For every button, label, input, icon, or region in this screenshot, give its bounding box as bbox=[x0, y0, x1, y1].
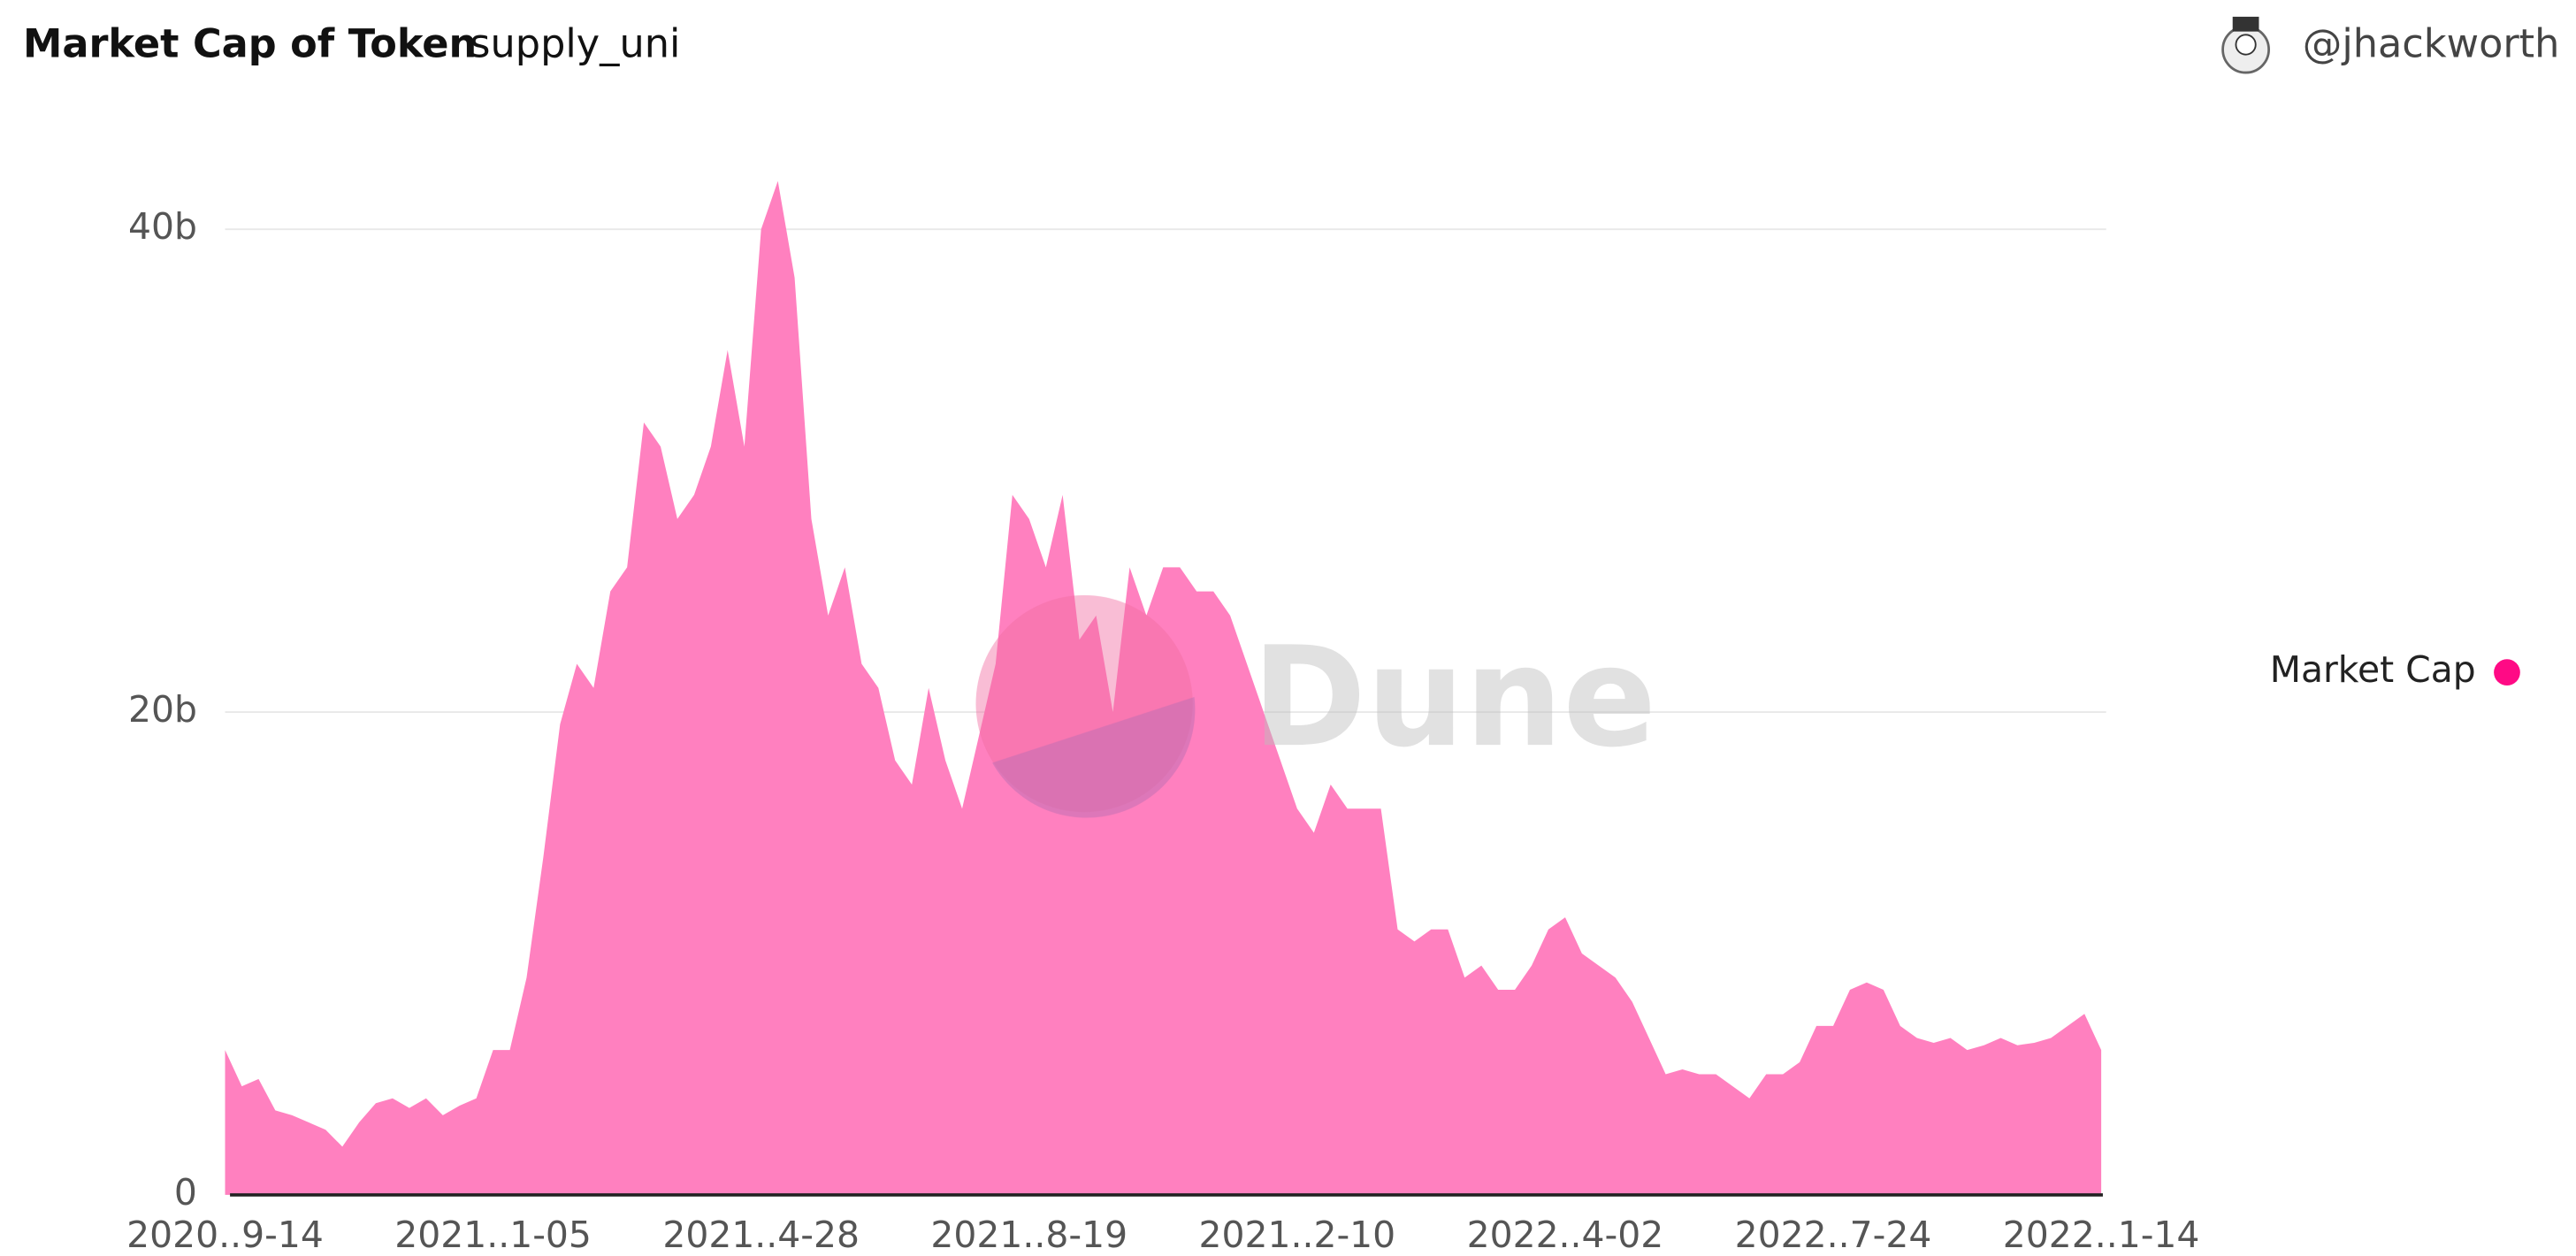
x-tick-label: 2020..9-14 bbox=[126, 1214, 324, 1256]
y-tick-label: 20b bbox=[128, 688, 197, 731]
legend-marker bbox=[2494, 659, 2520, 686]
x-tick-label: 2021..1-05 bbox=[394, 1214, 592, 1256]
x-tick-label: 2022..7-24 bbox=[1735, 1214, 1932, 1256]
author-avatar bbox=[2221, 16, 2270, 74]
y-tick-label: 40b bbox=[128, 205, 197, 248]
y-tick-label: 0 bbox=[174, 1171, 197, 1214]
x-tick-label: 2022..1-14 bbox=[2003, 1214, 2200, 1256]
watermark: Dune bbox=[975, 594, 1657, 818]
author: @jhackworth bbox=[2303, 20, 2560, 66]
chart-title: Market Cap of Token bbox=[23, 20, 477, 66]
watermark-text: Dune bbox=[1252, 617, 1657, 777]
area bbox=[225, 180, 2102, 1195]
chart-subtitle: supply_uni bbox=[470, 20, 680, 66]
x-tick-label: 2022..4-02 bbox=[1467, 1214, 1664, 1256]
plot-area bbox=[225, 180, 2106, 1197]
x-tick-label: 2021..4-28 bbox=[662, 1214, 860, 1256]
x-tick-label: 2021..8-19 bbox=[930, 1214, 1127, 1256]
legend-label: Market Cap bbox=[2270, 648, 2476, 691]
x-tick-label: 2021..2-10 bbox=[1198, 1214, 1395, 1256]
